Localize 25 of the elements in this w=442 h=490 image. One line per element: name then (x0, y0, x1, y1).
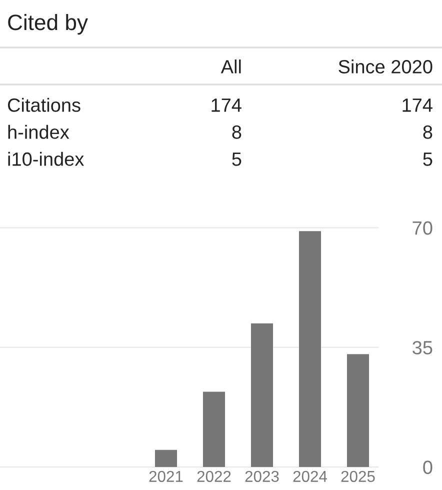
x-tick-label: 2025 (341, 470, 375, 482)
x-tick-label: 2024 (293, 470, 327, 482)
category-label: All (220, 60, 241, 74)
x-tick-label: 2021 (149, 470, 183, 482)
text: i10-index (8, 152, 84, 166)
data-label: 174 (212, 98, 242, 112)
y-tick-label: 70 (412, 221, 432, 235)
data-label: 8 (232, 125, 242, 139)
bar (155, 450, 177, 467)
text: h-index (8, 124, 70, 139)
data-label: 174 (402, 98, 432, 112)
bar (203, 392, 225, 467)
bar (347, 354, 369, 467)
text: Citations (8, 98, 80, 112)
data-label: 8 (423, 125, 432, 139)
bar (299, 231, 321, 467)
data-label: 5 (232, 152, 242, 166)
text: Cited by (8, 14, 88, 35)
data-label: 5 (423, 152, 432, 166)
category-label: Since 2020 (338, 60, 432, 74)
x-tick-label: 2022 (197, 470, 231, 482)
y-tick-label: 0 (423, 460, 432, 474)
x-tick-label: 2023 (245, 470, 279, 482)
bar (251, 323, 273, 467)
y-tick-label: 35 (412, 340, 432, 354)
